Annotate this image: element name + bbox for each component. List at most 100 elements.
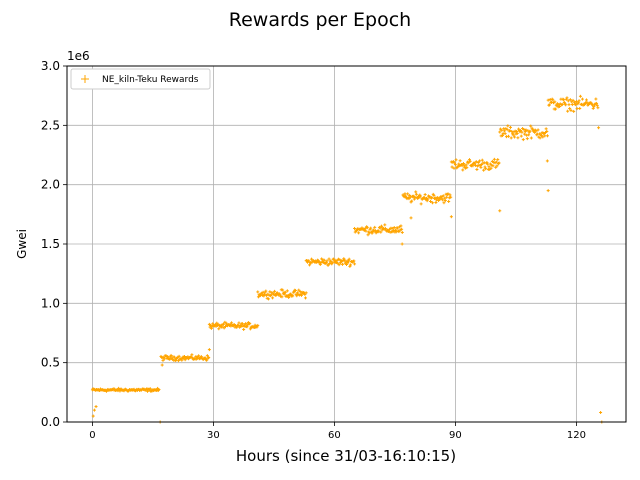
data-point [536,128,540,132]
data-point [224,324,228,328]
data-point [337,263,341,267]
data-point [264,289,268,293]
data-point [283,292,287,296]
data-point [484,167,488,171]
data-point [146,389,150,393]
x-axis: 0 30 60 90 120 [89,422,586,441]
data-point [529,136,533,140]
data-point [495,164,499,168]
chart-title: Rewards per Epoch [229,9,411,31]
data-point [174,359,178,363]
data-point [545,129,549,133]
data-point [554,107,558,111]
data-point [525,137,529,141]
data-point [280,295,284,299]
y-offset-label: 1e6 [67,49,90,63]
data-point [244,322,248,326]
data-point [441,194,445,198]
data-point [431,201,435,205]
data-point [520,130,524,134]
data-point [447,200,451,204]
data-point [316,259,320,263]
data-point [511,133,515,137]
data-point [591,106,595,110]
x-axis-label: Hours (since 31/03-16:10:15) [236,447,456,465]
data-point [452,166,456,170]
x-tick-label: 120 [567,430,586,441]
data-point [330,261,334,265]
legend: NE_kiln-Teku Rewards [70,68,211,90]
data-point [373,225,377,229]
data-point [322,258,326,262]
data-point [118,389,122,393]
data-point [524,128,528,132]
data-point [572,100,576,104]
data-point-outlier [546,189,550,193]
data-point [340,262,344,266]
x-tick-label: 30 [207,430,220,441]
data-point [534,129,538,133]
legend-box [70,68,211,90]
data-point [500,128,504,132]
data-point [453,161,457,165]
data-point-outlier [599,411,603,415]
data-point [527,133,531,137]
data-point [475,167,479,171]
data-point [228,322,232,326]
data-point [383,227,387,231]
data-point [474,160,478,164]
data-point [519,129,523,133]
data-point [503,132,507,136]
data-point [498,130,502,134]
data-point [471,164,475,168]
data-point [392,226,396,230]
data-point [509,125,513,129]
data-point [403,192,407,196]
data-point [483,165,487,169]
data-point [428,195,432,199]
data-point [492,157,496,161]
data-point [262,292,266,296]
data-point [494,165,498,169]
data-point [325,259,329,263]
data-point [248,327,252,331]
data-point [576,101,580,105]
data-point [496,158,500,162]
data-point [394,230,398,234]
y-axis-label: Gwei [15,229,29,259]
data-point [412,197,416,201]
data-point [383,223,387,227]
data-point [303,292,307,296]
data-point [516,136,520,140]
data-point [273,289,277,293]
x-tick-label: 90 [449,430,462,441]
data-point [529,124,533,128]
data-point [480,158,484,162]
data-point [274,293,278,297]
data-point [564,103,568,107]
data-point [423,193,427,197]
data-point [584,98,588,102]
data-point [268,290,272,294]
data-point [478,159,482,163]
data-point [482,168,486,172]
data-point [439,196,443,200]
data-point [177,354,181,358]
data-point [224,321,228,325]
data-point [262,294,266,298]
data-point-outlier [545,159,549,163]
data-point [148,387,152,391]
data-point [595,103,599,107]
data-point [207,356,211,360]
data-point [577,99,581,103]
data-point [505,127,509,131]
data-point [494,160,498,164]
data-point [558,105,562,109]
data-point [474,163,478,167]
data-point-outlier [597,126,601,130]
data-point [355,229,359,233]
data-point [378,226,382,230]
data-point [379,224,383,228]
data-point [476,160,480,164]
y-tick-label: 1.5 [41,237,60,251]
